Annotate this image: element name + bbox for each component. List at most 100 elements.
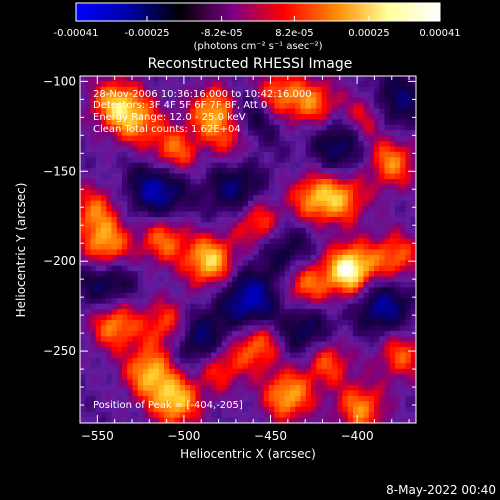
heatmap-cell bbox=[248, 390, 254, 397]
heatmap-cell bbox=[111, 395, 118, 402]
heatmap-cell bbox=[164, 92, 170, 99]
heatmap-cell bbox=[132, 260, 139, 267]
heatmap-cell bbox=[174, 401, 181, 408]
heatmap-cell bbox=[195, 347, 202, 354]
heatmap-cell bbox=[206, 298, 212, 305]
heatmap-cell bbox=[106, 271, 113, 278]
heatmap-cell bbox=[410, 103, 416, 110]
heatmap-cell bbox=[332, 206, 338, 213]
heatmap-cell bbox=[363, 211, 370, 218]
heatmap-cell bbox=[143, 336, 149, 343]
heatmap-cell bbox=[195, 244, 202, 251]
heatmap-cell bbox=[305, 254, 312, 261]
heatmap-cell bbox=[132, 86, 139, 93]
heatmap-cell bbox=[216, 211, 223, 218]
heatmap-cell bbox=[279, 379, 286, 386]
heatmap-cell bbox=[164, 401, 170, 408]
heatmap-cell bbox=[368, 244, 375, 251]
heatmap-cell bbox=[295, 168, 302, 175]
heatmap-cell bbox=[206, 141, 212, 148]
heatmap-cell bbox=[358, 412, 365, 419]
heatmap-cell bbox=[179, 363, 186, 370]
heatmap-cell bbox=[242, 119, 249, 126]
heatmap-cell bbox=[200, 200, 207, 207]
heatmap-cell bbox=[132, 113, 139, 120]
heatmap-cell bbox=[374, 347, 380, 354]
heatmap-cell bbox=[169, 330, 176, 337]
heatmap-cell bbox=[284, 282, 291, 289]
heatmap-cell bbox=[290, 227, 296, 234]
heatmap-cell bbox=[311, 265, 317, 272]
heatmap-cell bbox=[290, 244, 296, 251]
heatmap-cell bbox=[326, 385, 333, 392]
heatmap-cell bbox=[363, 303, 370, 310]
heatmap-cell bbox=[353, 151, 359, 158]
heatmap-cell bbox=[80, 406, 86, 413]
heatmap-cell bbox=[232, 325, 239, 332]
heatmap-cell bbox=[122, 260, 128, 267]
heatmap-cell bbox=[410, 287, 416, 294]
heatmap-cell bbox=[164, 357, 170, 364]
heatmap-cell bbox=[389, 238, 396, 245]
heatmap-cell bbox=[221, 292, 228, 299]
heatmap-cell bbox=[368, 200, 375, 207]
heatmap-cell bbox=[337, 341, 344, 348]
heatmap-cell bbox=[374, 314, 380, 321]
heatmap-cell bbox=[232, 244, 239, 251]
heatmap-cell bbox=[263, 412, 270, 419]
heatmap-cell bbox=[111, 390, 118, 397]
heatmap-cell bbox=[384, 249, 391, 256]
heatmap-cell bbox=[164, 135, 170, 142]
heatmap-cell bbox=[258, 244, 265, 251]
heatmap-cell bbox=[232, 113, 239, 120]
heatmap-cell bbox=[127, 97, 134, 104]
heatmap-cell bbox=[379, 325, 386, 332]
heatmap-cell bbox=[242, 200, 249, 207]
heatmap-cell bbox=[232, 401, 239, 408]
heatmap-cell bbox=[384, 238, 391, 245]
heatmap-cell bbox=[368, 135, 375, 142]
heatmap-cell bbox=[206, 249, 212, 256]
heatmap-cell bbox=[284, 336, 291, 343]
heatmap-cell bbox=[148, 330, 155, 337]
heatmap-cell bbox=[316, 363, 323, 370]
heatmap-cell bbox=[263, 260, 270, 267]
heatmap-cell bbox=[274, 151, 281, 158]
heatmap-cell bbox=[185, 135, 191, 142]
heatmap-cell bbox=[116, 119, 123, 126]
heatmap-cell bbox=[395, 146, 401, 153]
heatmap-cell bbox=[95, 319, 102, 326]
heatmap-cell bbox=[116, 265, 123, 272]
heatmap-cell bbox=[374, 244, 380, 251]
heatmap-cell bbox=[269, 292, 275, 299]
heatmap-cell bbox=[137, 254, 144, 261]
heatmap-cell bbox=[190, 141, 197, 148]
heatmap-cell bbox=[379, 276, 386, 283]
heatmap-cell bbox=[227, 406, 233, 413]
heatmap-cell bbox=[337, 81, 344, 88]
heatmap-cell bbox=[179, 227, 186, 234]
heatmap-cell bbox=[95, 265, 102, 272]
heatmap-cell bbox=[363, 401, 370, 408]
heatmap-cell bbox=[353, 271, 359, 278]
heatmap-cell bbox=[200, 179, 207, 186]
heatmap-cell bbox=[190, 374, 197, 381]
heatmap-cell bbox=[153, 108, 160, 115]
heatmap-cell bbox=[321, 406, 328, 413]
heatmap-cell bbox=[116, 97, 123, 104]
heatmap-cell bbox=[311, 151, 317, 158]
heatmap-cell bbox=[410, 298, 416, 305]
heatmap-cell bbox=[242, 195, 249, 202]
heatmap-cell bbox=[337, 271, 344, 278]
heatmap-cell bbox=[85, 135, 92, 142]
heatmap-cell bbox=[85, 282, 92, 289]
heatmap-cell bbox=[242, 157, 249, 164]
heatmap-cell bbox=[127, 200, 134, 207]
heatmap-cell bbox=[216, 276, 223, 283]
heatmap-cell bbox=[169, 319, 176, 326]
heatmap-cell bbox=[211, 76, 218, 83]
heatmap-cell bbox=[148, 168, 155, 175]
heatmap-cell bbox=[326, 97, 333, 104]
heatmap-cell bbox=[358, 276, 365, 283]
heatmap-cell bbox=[111, 265, 118, 272]
